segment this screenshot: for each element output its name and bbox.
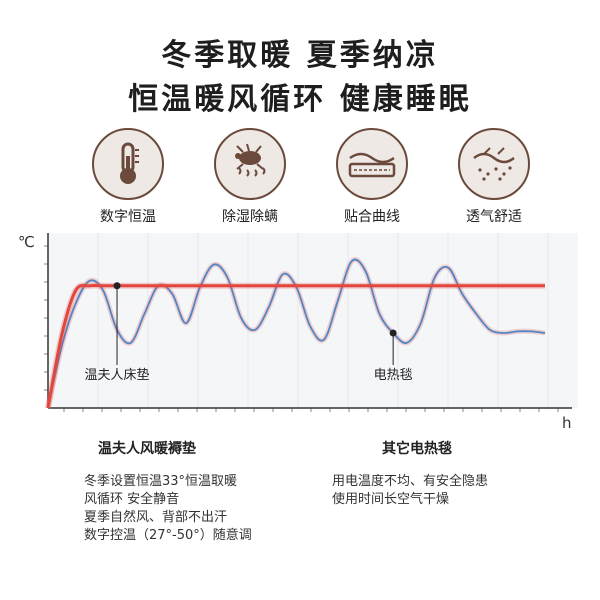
- plot-background: [48, 233, 578, 408]
- comparison-left-list: 冬季设置恒温33°恒温取暖 风循环 安全静音 夏季自然风、背部不出汗 数字控温（…: [84, 473, 252, 545]
- list-item: 用电温度不均、有安全隐患: [332, 474, 489, 489]
- feature-label: 透气舒适: [466, 209, 522, 225]
- comparison-right-title: 其它电热毯: [382, 441, 452, 457]
- comparison-right-list: 用电温度不均、有安全隐患 使用时间长空气干燥: [332, 473, 488, 509]
- list-item: 夏季自然风、背部不出汗: [84, 510, 228, 525]
- grid: [97, 233, 549, 408]
- airflow-icon: [458, 128, 530, 200]
- annotation-marker: [389, 329, 397, 337]
- list-item: 冬季设置恒温33°恒温取暖: [84, 474, 238, 489]
- comparison-left-title: 温夫人风暖褥垫: [98, 441, 196, 457]
- feature-label: 数字恒温: [100, 209, 156, 225]
- annotation-label: 电热毯: [374, 368, 413, 383]
- annotations: 温夫人床垫 电热毯: [85, 282, 413, 383]
- y-axis-label: ℃: [18, 233, 35, 251]
- headline-line-1: 冬季取暖 夏季纳凉: [161, 38, 439, 73]
- list-item: 风循环 安全静音: [84, 492, 180, 507]
- x-axis-label: h: [562, 414, 572, 432]
- annotation-label: 温夫人床垫: [85, 367, 150, 383]
- series-line-product: [46, 283, 545, 409]
- thermometer-icon: [92, 128, 164, 200]
- list-item: 数字控温（27°-50°）随意调: [84, 528, 252, 543]
- temperature-chart: ℃ h 温夫人床垫 电热毯: [18, 233, 578, 432]
- mattress-curve-icon: [336, 128, 408, 200]
- headline-line-2: 恒温暖风循环 健康睡眠: [128, 82, 472, 117]
- dust-mite-icon: [214, 128, 286, 200]
- feature-label: 贴合曲线: [344, 209, 400, 225]
- feature-label: 除湿除螨: [222, 209, 278, 225]
- feature-body-curve: 贴合曲线: [312, 128, 432, 226]
- series-line-other-blanket: [47, 258, 546, 409]
- list-item: 使用时间长空气干燥: [332, 492, 450, 507]
- feature-digital-thermostat: 数字恒温: [68, 128, 188, 226]
- feature-dehumidify-mite: 除湿除螨: [190, 128, 310, 226]
- feature-breathable: 透气舒适: [434, 128, 554, 226]
